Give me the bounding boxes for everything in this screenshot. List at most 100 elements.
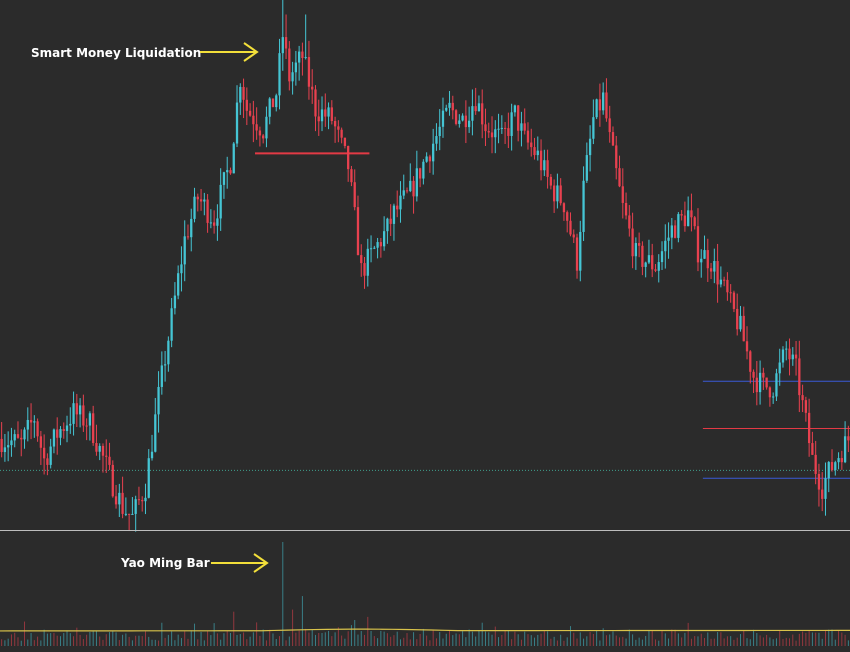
candle-body [432,143,435,162]
yao-ming-arrow [211,553,269,573]
candle-body [23,429,26,440]
candle-body [363,263,366,276]
candle-body [552,185,556,202]
candle-body [33,421,36,423]
candle-body [36,421,39,437]
candle-body [775,373,778,397]
candle-body [170,308,173,341]
candle-body [320,109,324,122]
candle-body [739,315,742,330]
candle-body [7,445,10,448]
candle-body [837,458,840,463]
candle-body [376,242,379,248]
candle-body [667,237,670,241]
candle-body [284,37,288,49]
candle-body [190,218,193,238]
candle-body [536,150,539,156]
candle-body [127,513,131,515]
candle-body [637,243,641,246]
candle-body [657,262,660,271]
candle-body [193,196,196,219]
candle-body [203,199,206,202]
candle-body [520,123,523,131]
candle-body [232,143,235,174]
candle-body [415,168,418,197]
candle-body [631,228,634,257]
candle-body [716,261,719,285]
candle-body [487,131,490,133]
candle-body [396,205,399,210]
candle-body [690,210,693,218]
candle-body [840,458,843,463]
candle-body [307,57,311,87]
candle-body [435,136,438,144]
candle-body [680,214,683,216]
candle-body [615,145,618,169]
candle-body [683,215,687,227]
candle-body [255,124,258,131]
candle-body [687,210,690,227]
candle-body [706,250,709,269]
candle-body [39,436,43,448]
candle-body [562,203,566,213]
candle-body [749,351,752,372]
candle-body [353,182,356,208]
candle-body [278,53,281,96]
candle-body [608,118,611,133]
candle-body [559,185,562,204]
candle-body [696,226,700,263]
candle-body [154,414,157,452]
candle-body [546,160,549,177]
candle-body [722,279,726,281]
candle-body [226,170,229,173]
candle-body [605,92,608,119]
candle-body [474,106,477,112]
candle-body [566,212,569,221]
candle-body [297,51,301,63]
candle-body [330,107,333,122]
candle-body [507,128,510,136]
candle-body [530,142,533,148]
candle-body [85,425,88,427]
candle-body [736,308,739,330]
candle-body [317,116,320,122]
liquidation-arrow [200,42,259,62]
candle-body [670,225,673,238]
candle-body [582,180,585,232]
candle-body [124,513,128,515]
candle-body [111,464,114,497]
candle-body [572,234,575,238]
candle-body [847,436,850,441]
candle-body [88,413,92,426]
candle-body [598,99,602,111]
candle-body [78,405,82,415]
candle-body [157,386,160,415]
candle-body [379,242,383,247]
candle-body [765,377,768,388]
candle-body [268,98,271,117]
candle-body [644,262,647,267]
candle-body [75,403,78,415]
candle-body [301,51,304,59]
candle-body [513,105,517,113]
candle-body [526,130,530,143]
candle-body [752,371,755,378]
candle-body [804,400,808,413]
candle-body [347,145,350,170]
candle-body [69,423,72,426]
candle-body [209,222,213,224]
candle-body [755,377,758,393]
liquidation-label: Smart Money Liquidation [31,46,201,60]
candle-body [438,126,441,137]
candle-body [150,451,154,459]
candles-layer [0,0,850,532]
candle-body [471,106,474,121]
candle-body [337,126,340,130]
candle-body [216,218,219,226]
candle-body [585,155,588,181]
candle-body [654,269,657,271]
candle-body [10,440,13,446]
candle-body [575,237,579,271]
candle-body [141,500,144,502]
